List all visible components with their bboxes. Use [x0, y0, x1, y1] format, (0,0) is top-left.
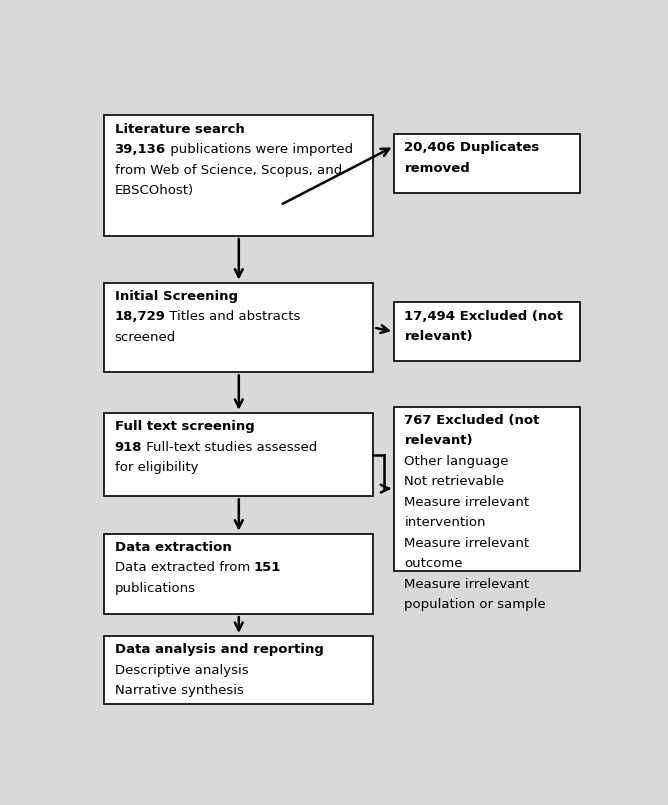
FancyBboxPatch shape	[394, 303, 580, 361]
Text: Initial Screening: Initial Screening	[115, 290, 238, 303]
Text: Literature search: Literature search	[115, 122, 244, 135]
Text: 20,406 Duplicates: 20,406 Duplicates	[405, 141, 540, 155]
Text: Data extracted from: Data extracted from	[115, 562, 254, 575]
FancyBboxPatch shape	[104, 534, 373, 614]
Text: 17,494 Excluded (not: 17,494 Excluded (not	[405, 310, 563, 323]
Text: Measure irrelevant: Measure irrelevant	[405, 496, 530, 509]
FancyBboxPatch shape	[104, 413, 373, 497]
Text: Measure irrelevant: Measure irrelevant	[405, 578, 530, 591]
FancyBboxPatch shape	[104, 283, 373, 373]
Text: intervention: intervention	[405, 516, 486, 529]
Text: relevant): relevant)	[405, 435, 473, 448]
Text: publications were imported: publications were imported	[166, 143, 353, 156]
Text: Full text screening: Full text screening	[115, 420, 255, 433]
Text: relevant): relevant)	[405, 330, 473, 343]
Text: population or sample: population or sample	[405, 598, 546, 611]
Text: Descriptive analysis: Descriptive analysis	[115, 664, 248, 677]
Text: 767 Excluded (not: 767 Excluded (not	[405, 414, 540, 427]
FancyBboxPatch shape	[104, 115, 373, 236]
Text: 18,729: 18,729	[115, 311, 166, 324]
Text: 918: 918	[115, 440, 142, 453]
Text: Not retrievable: Not retrievable	[405, 475, 504, 489]
Text: Titles and abstracts: Titles and abstracts	[166, 311, 301, 324]
Text: Data analysis and reporting: Data analysis and reporting	[115, 643, 323, 656]
Text: publications: publications	[115, 582, 196, 595]
Text: 151: 151	[254, 562, 281, 575]
Text: from Web of Science, Scopus, and: from Web of Science, Scopus, and	[115, 163, 342, 176]
Text: screened: screened	[115, 331, 176, 344]
Text: EBSCOhost): EBSCOhost)	[115, 184, 194, 197]
Text: removed: removed	[405, 162, 470, 175]
FancyBboxPatch shape	[394, 134, 580, 192]
Text: Data extraction: Data extraction	[115, 541, 231, 554]
Text: 39,136: 39,136	[115, 143, 166, 156]
Text: Measure irrelevant: Measure irrelevant	[405, 537, 530, 550]
FancyBboxPatch shape	[104, 636, 373, 704]
Text: for eligibility: for eligibility	[115, 461, 198, 474]
Text: Full-text studies assessed: Full-text studies assessed	[142, 440, 317, 453]
Text: Other language: Other language	[405, 455, 509, 468]
Text: Narrative synthesis: Narrative synthesis	[115, 684, 243, 697]
FancyBboxPatch shape	[394, 407, 580, 571]
Text: outcome: outcome	[405, 557, 463, 570]
